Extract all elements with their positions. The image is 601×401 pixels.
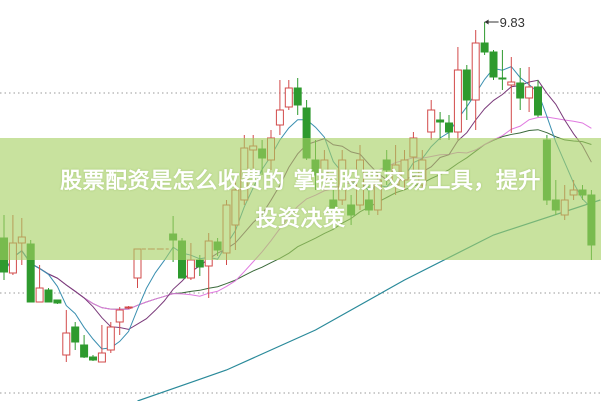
arrow-icon <box>484 19 489 25</box>
candle-up <box>275 109 284 126</box>
candle-down <box>293 87 302 106</box>
title-line-1: 股票配资是怎么收费的 掌握股票交易工具，提升 <box>60 169 541 194</box>
candle-down <box>534 86 542 116</box>
candle-up <box>35 287 44 303</box>
title-banner <box>0 138 601 260</box>
candle-up <box>62 332 71 356</box>
candle-up <box>471 42 480 101</box>
candle-down <box>489 51 498 78</box>
title-line-2: 投资决策 <box>255 207 346 232</box>
candle-down <box>445 122 453 133</box>
candle-down <box>498 77 507 80</box>
candle-up <box>97 352 106 363</box>
high-price-label: 9.83 <box>500 15 525 30</box>
overlay-title: 股票配资是怎么收费的 掌握股票交易工具，提升 投资决策 <box>0 163 601 239</box>
candle-down <box>71 326 80 343</box>
candle-down <box>462 69 471 101</box>
candle-up <box>284 87 293 108</box>
candle-down <box>516 82 525 99</box>
candle-down <box>44 289 53 303</box>
candle-up <box>124 306 133 309</box>
candle-up <box>525 86 534 99</box>
candle-up <box>453 69 462 133</box>
candle-up <box>427 109 436 133</box>
candle-down <box>480 42 489 53</box>
candle-down <box>89 356 97 361</box>
candle-up <box>106 326 115 351</box>
candle-down <box>53 299 62 304</box>
candle-up <box>115 309 124 323</box>
candle-up <box>186 259 195 279</box>
candle-down <box>80 344 89 358</box>
candle-up <box>507 81 516 86</box>
candle-down <box>195 259 204 268</box>
candle-down <box>436 119 445 123</box>
